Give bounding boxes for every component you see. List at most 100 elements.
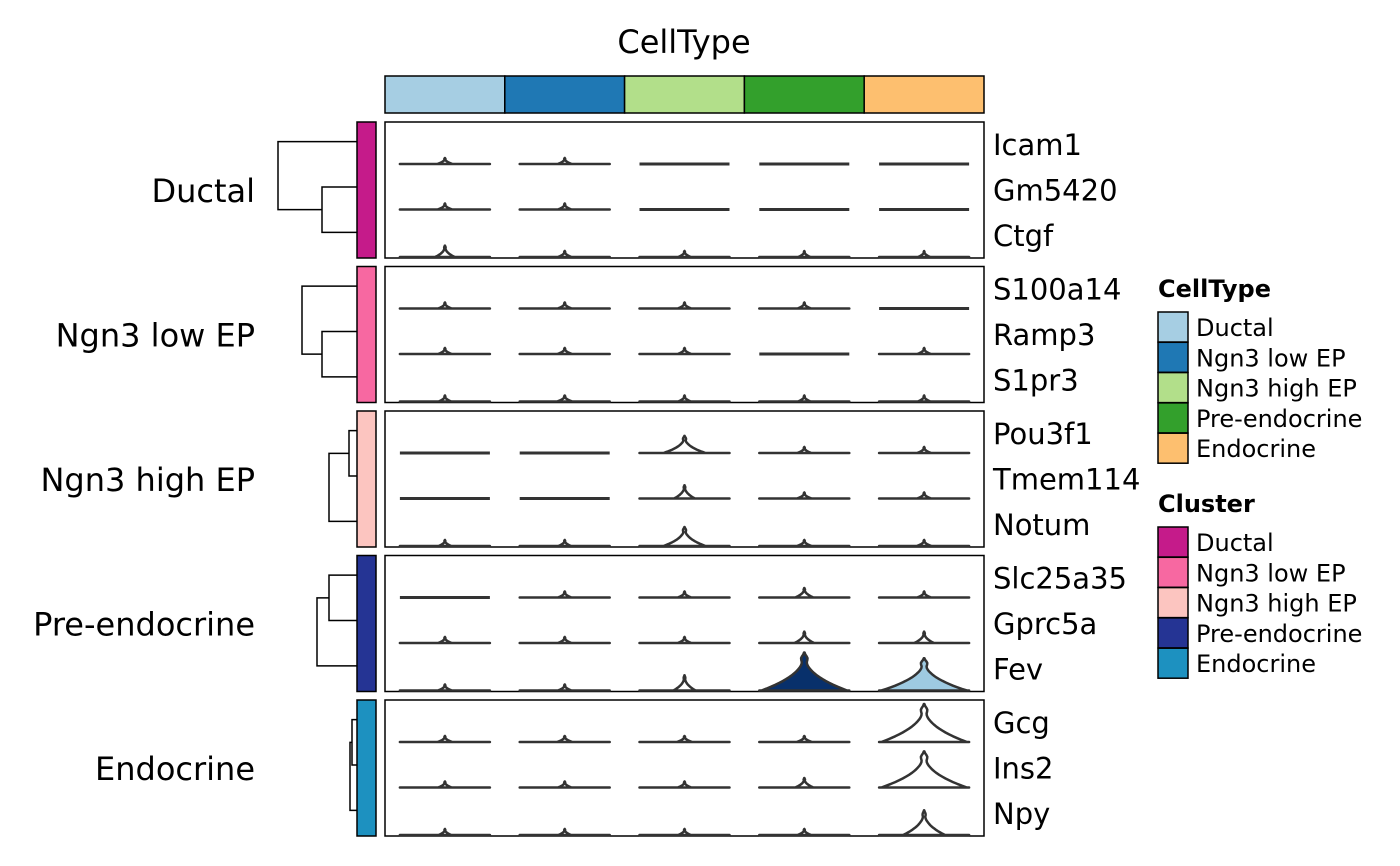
legend-swatch-ductal	[1157, 526, 1189, 558]
dendrogram-branch	[349, 741, 357, 812]
cluster-label-endocrine: Endocrine	[95, 750, 255, 788]
cluster-cell-endocrine	[356, 699, 377, 837]
gene-label-fev: Fev	[993, 653, 1043, 687]
violin-notum-pre-endocrine	[758, 538, 851, 548]
legend-item-pre-endocrine: Pre-endocrine	[1196, 620, 1362, 648]
cluster-cell-ngn3-low-ep	[356, 265, 377, 404]
violin-ramp3-ngn3-low-ep	[518, 346, 611, 356]
panel-ngn3-low-ep	[384, 265, 985, 404]
panel-border-ngn3-low-ep	[384, 265, 985, 404]
violin-ctgf-ductal	[398, 244, 492, 259]
legend-title-cluster: Cluster	[1158, 490, 1255, 518]
gene-label-ins2: Ins2	[993, 752, 1054, 786]
gene-label-slc25a35: Slc25a35	[993, 562, 1127, 596]
violin-ins2-ngn3-low-ep	[518, 780, 611, 789]
cluster-cell-ngn3-high-ep	[356, 410, 377, 548]
cluster-label-ngn3-low-ep: Ngn3 low EP	[56, 317, 255, 355]
legend-swatch-ngn3-low-ep	[1157, 556, 1189, 589]
violin-gcg-endocrine	[877, 702, 971, 744]
panel-border-ngn3-high-ep	[384, 410, 985, 548]
violin-npy-ngn3-low-ep	[518, 827, 611, 837]
legend-swatch-ductal	[1157, 311, 1189, 343]
violin-ctgf-ngn3-high-ep	[638, 249, 731, 259]
cluster-label-ngn3-high-ep: Ngn3 high EP	[40, 461, 255, 499]
violin-ramp3-ngn3-high-ep	[638, 346, 731, 356]
violin-ctgf-pre-endocrine	[758, 249, 851, 259]
cluster-cell-pre-endocrine	[356, 554, 377, 693]
violin-gprc5a-ngn3-low-ep	[518, 635, 611, 645]
violin-gprc5a-ngn3-high-ep	[638, 635, 731, 645]
violin-npy-ductal	[398, 827, 492, 837]
dendrogram-branch	[321, 330, 357, 378]
dendrogram-branch	[328, 452, 357, 523]
violin-pou3f1-pre-endocrine	[758, 445, 851, 455]
chart-title: CellType	[617, 23, 750, 61]
violin-s1pr3-pre-endocrine	[758, 394, 851, 403]
legend-item-ngn3-high-ep: Ngn3 high EP	[1196, 590, 1357, 618]
violin-fev-ngn3-high-ep	[638, 674, 731, 692]
panel-ductal	[384, 121, 985, 259]
violin-npy-endocrine	[877, 809, 971, 837]
panel-endocrine	[384, 699, 985, 837]
gene-label-gcg: Gcg	[993, 706, 1050, 740]
dendrogram-branch	[316, 597, 357, 667]
celltype-cell-ductal	[384, 75, 506, 114]
celltype-cell-ngn3-high-ep	[623, 75, 746, 114]
celltype-cell-pre-endocrine	[743, 75, 865, 114]
gene-label-gprc5a: Gprc5a	[993, 607, 1097, 641]
dendrogram-branch	[277, 140, 357, 211]
legend-item-ductal: Ductal	[1196, 314, 1274, 342]
panel-ngn3-high-ep	[384, 410, 985, 548]
violin-gm5420-ductal	[398, 202, 492, 211]
gene-label-tmem114: Tmem114	[992, 463, 1140, 497]
violin-fev-ductal	[398, 683, 492, 692]
violin-tmem114-ngn3-high-ep	[638, 483, 731, 500]
violin-slc25a35-endocrine	[877, 590, 971, 599]
gene-label-s1pr3: S1pr3	[993, 364, 1079, 398]
cluster-labels: Ductal Ngn3 low EP Ngn3 high EP Pre-endocri…	[33, 172, 255, 788]
violin-panels	[384, 121, 985, 837]
gene-labels: Icam1 Gm5420 Ctgf S100a14 Ramp3 S1pr3 Pou3f1 Tm…	[992, 128, 1140, 831]
violin-slc25a35-pre-endocrine	[758, 586, 851, 599]
violin-gcg-ngn3-high-ep	[638, 734, 731, 744]
violin-ins2-ngn3-high-ep	[638, 780, 731, 789]
legend-swatch-endocrine	[1157, 432, 1189, 464]
violin-ins2-endocrine	[877, 750, 971, 789]
violin-s100a14-pre-endocrine	[758, 301, 851, 310]
legend-item-ngn3-low-ep: Ngn3 low EP	[1196, 559, 1346, 587]
violin-gprc5a-endocrine	[877, 630, 971, 645]
violin-fev-endocrine	[877, 656, 971, 692]
dendrogram-branch	[328, 574, 357, 622]
legend-item-endocrine: Endocrine	[1196, 435, 1316, 463]
gene-label-s100a14: S100a14	[993, 273, 1121, 307]
violin-s1pr3-ngn3-high-ep	[638, 394, 731, 403]
violin-tmem114-pre-endocrine	[758, 491, 851, 500]
gene-label-icam1: Icam1	[993, 128, 1082, 162]
violin-icam1-ngn3-low-ep	[518, 156, 611, 166]
gene-label-pou3f1: Pou3f1	[993, 417, 1093, 451]
row-dendrogram	[277, 140, 357, 812]
violin-npy-pre-endocrine	[758, 827, 851, 837]
panel-pre-endocrine	[384, 554, 985, 693]
panel-border-ductal	[384, 121, 985, 259]
legend-item-endocrine: Endocrine	[1196, 650, 1316, 678]
violin-ctgf-ngn3-low-ep	[518, 249, 611, 259]
panel-border-endocrine	[384, 699, 985, 837]
celltype-cell-ngn3-low-ep	[504, 75, 626, 114]
violin-s100a14-ngn3-high-ep	[638, 301, 731, 310]
violin-s1pr3-ductal	[398, 394, 492, 403]
gene-label-npy: Npy	[993, 797, 1050, 831]
violin-pou3f1-ngn3-high-ep	[638, 434, 731, 455]
legend-item-ductal: Ductal	[1196, 529, 1274, 557]
violin-s1pr3-ngn3-low-ep	[518, 394, 611, 403]
cluster-annotation-bar	[356, 121, 377, 837]
legend-item-ngn3-low-ep: Ngn3 low EP	[1196, 344, 1346, 372]
violin-tmem114-endocrine	[877, 491, 971, 500]
violin-notum-ngn3-low-ep	[518, 538, 611, 548]
violin-icam1-ductal	[398, 156, 492, 166]
dendrogram-branch	[321, 186, 357, 234]
legend-swatch-pre-endocrine	[1157, 402, 1189, 434]
cluster-cell-ductal	[356, 121, 377, 259]
